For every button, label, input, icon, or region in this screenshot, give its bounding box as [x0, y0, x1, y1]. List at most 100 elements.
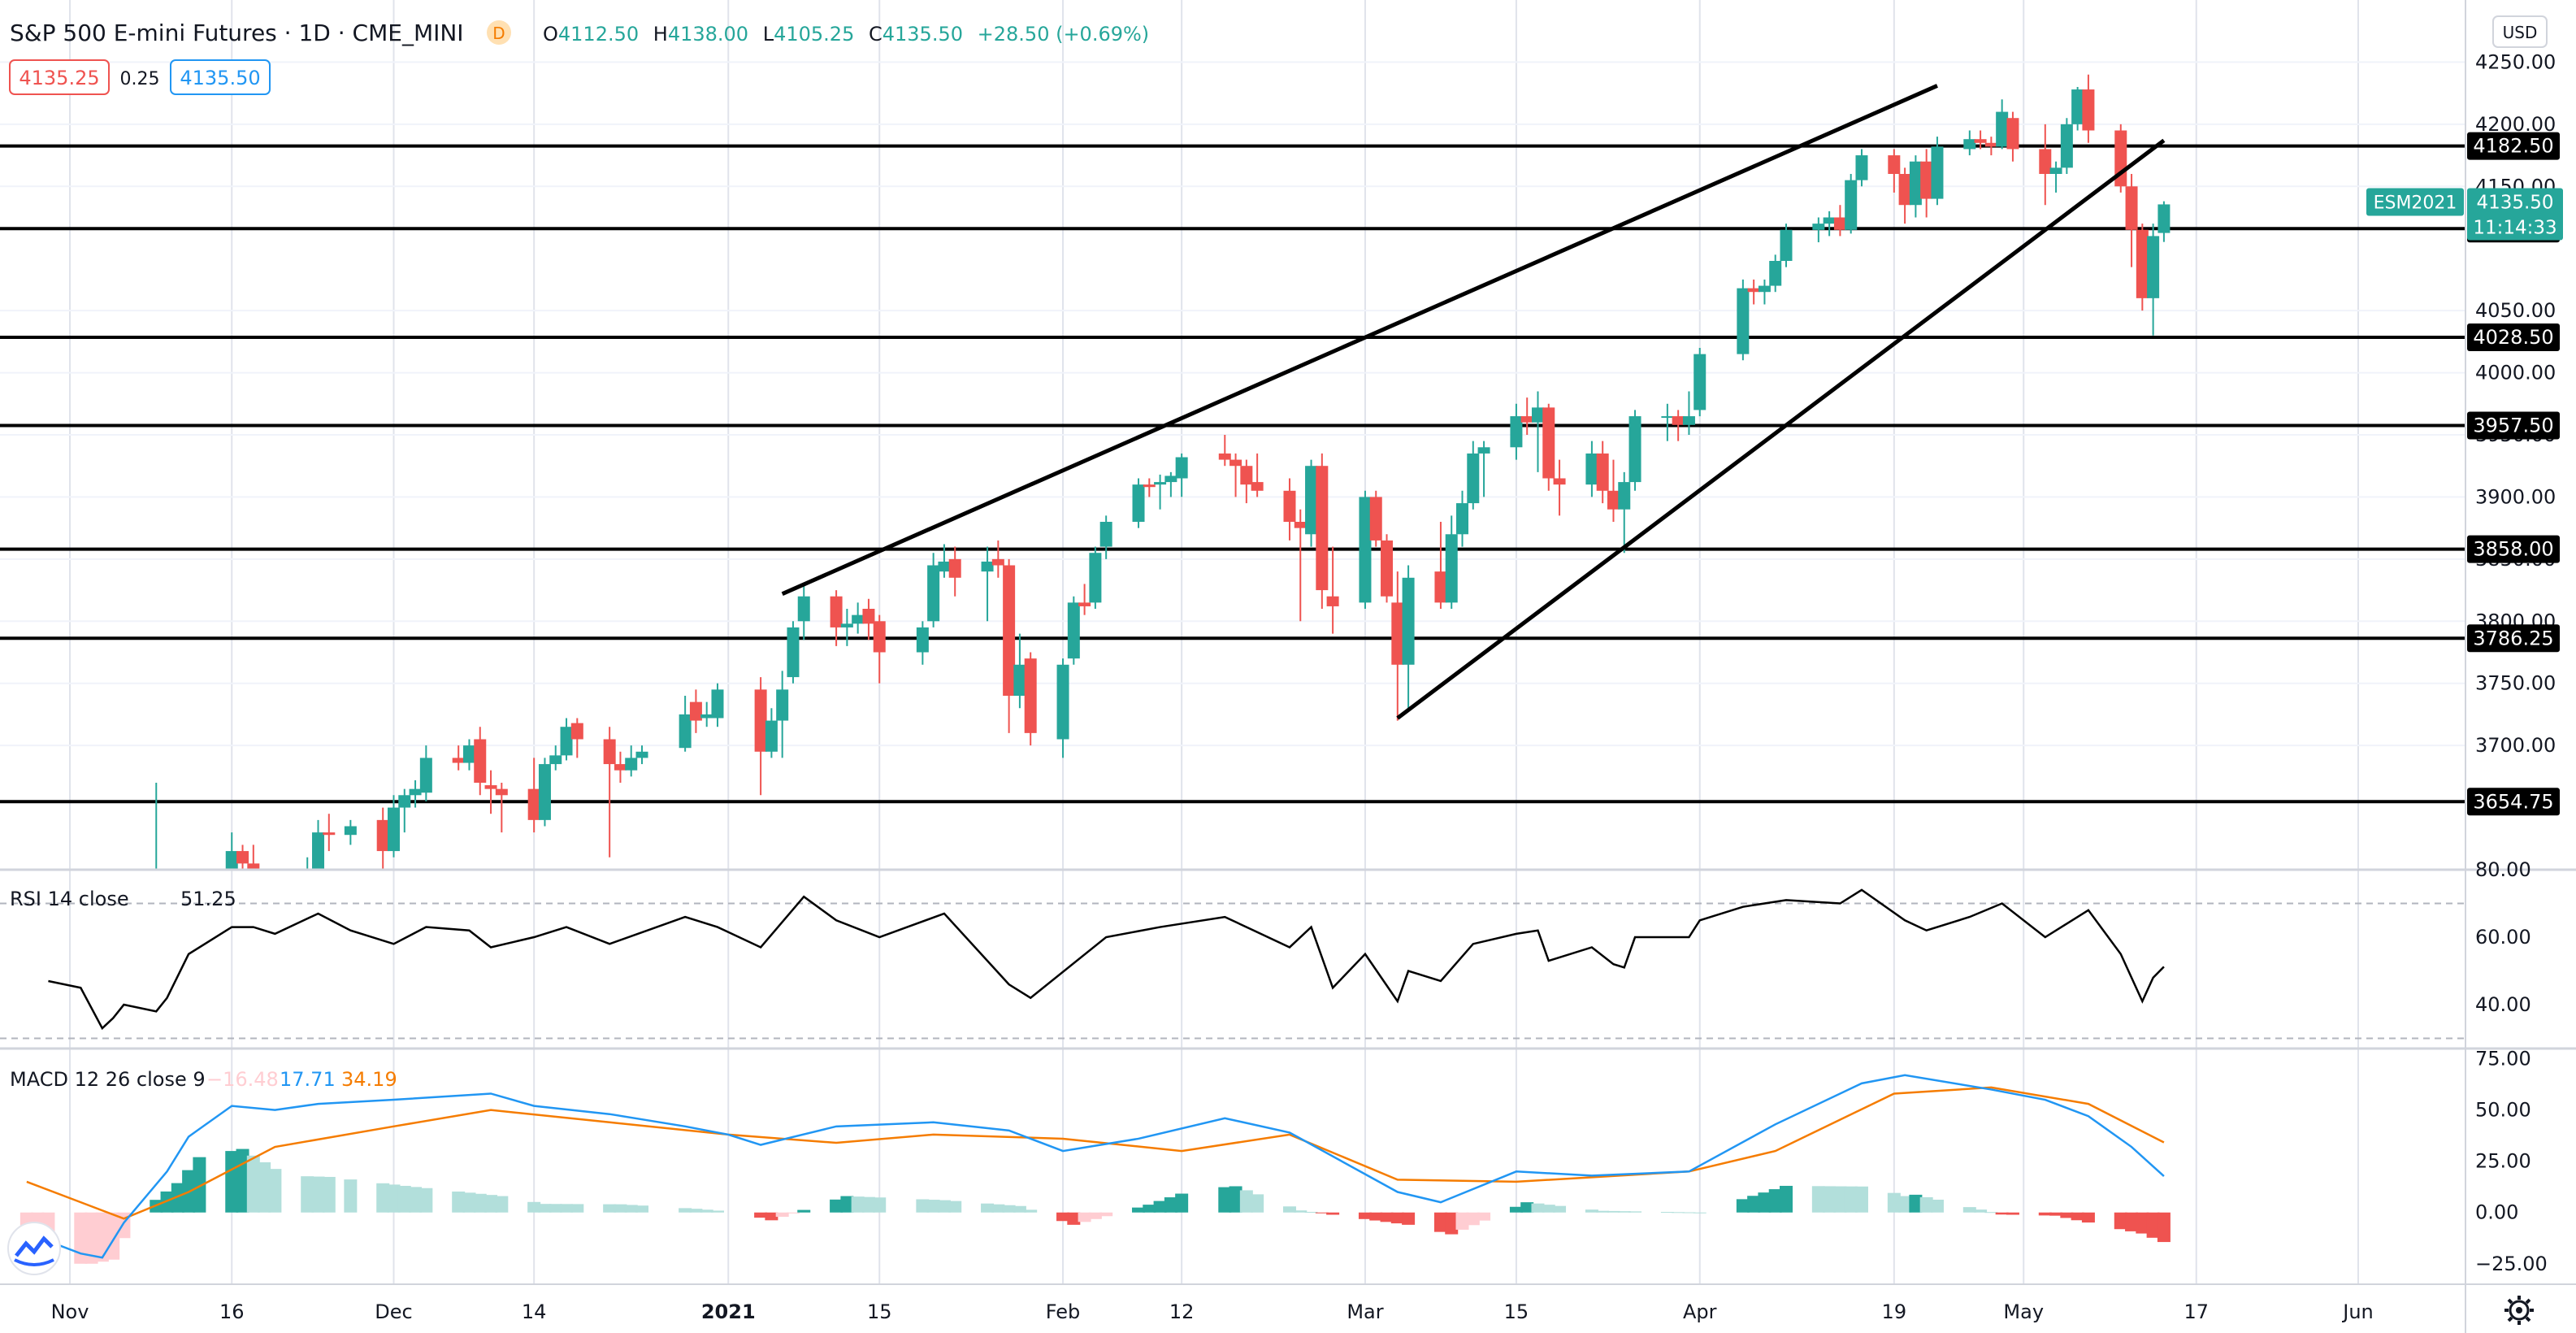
- macd-histogram-bar: [246, 1155, 260, 1213]
- symbol-tag-label: ESM2021: [2374, 193, 2457, 213]
- macd-histogram-bar: [322, 1176, 336, 1213]
- macd-histogram-bar: [2060, 1212, 2074, 1218]
- candle-body: [247, 863, 260, 870]
- macd-histogram-bar: [1218, 1187, 1232, 1213]
- price-tick-label: 3750.00: [2475, 672, 2556, 695]
- candle-body: [1143, 484, 1156, 488]
- macd-histogram-bar: [1682, 1212, 1696, 1214]
- macd-histogram-bar: [1282, 1206, 1296, 1213]
- macd-histogram-bar: [624, 1205, 638, 1213]
- candle-body: [2136, 229, 2149, 298]
- delayed-badge[interactable]: D: [492, 24, 505, 43]
- level-price-tag: [2467, 535, 2560, 563]
- candle-body: [1920, 161, 1933, 199]
- bid-price: 4135.25: [19, 67, 99, 89]
- bid-box[interactable]: [9, 59, 110, 95]
- macd-histogram-bar: [2157, 1212, 2171, 1243]
- rsi-title[interactable]: RSI 14 close: [10, 888, 129, 910]
- candle-body: [1758, 285, 1771, 293]
- low-value: 4105.25: [774, 23, 854, 46]
- macd-histogram-bar: [1747, 1196, 1761, 1213]
- ask-box[interactable]: [170, 59, 271, 95]
- macd-histogram-bar: [710, 1210, 724, 1213]
- macd-histogram-bar: [538, 1204, 552, 1213]
- macd-histogram-bar: [830, 1199, 843, 1213]
- macd-histogram-bar: [689, 1209, 703, 1213]
- candle-body: [1251, 482, 1264, 491]
- x-tick-label: Apr: [1683, 1300, 1717, 1323]
- macd-histogram-bar: [1758, 1192, 1772, 1213]
- macd-histogram-bar: [1585, 1209, 1598, 1213]
- candle-body: [527, 788, 540, 820]
- macd-histogram-bar: [1930, 1199, 1944, 1213]
- macd-signal-value: 34.19: [341, 1068, 397, 1091]
- macd-histogram-bar: [2114, 1212, 2127, 1230]
- close-value: 4135.50: [883, 23, 963, 46]
- macd-histogram-bar: [1736, 1199, 1750, 1213]
- candle-body: [560, 727, 573, 756]
- macd-histogram-bar: [1811, 1186, 1825, 1213]
- price-tick-label: 4250.00: [2475, 50, 2556, 73]
- macd-histogram-bar: [1887, 1192, 1901, 1213]
- candle-body: [1067, 602, 1080, 659]
- candle-body: [1996, 111, 2009, 147]
- candle-body: [840, 623, 853, 627]
- macd-histogram-bar: [560, 1204, 574, 1213]
- candle-body: [409, 788, 422, 796]
- candle-body: [462, 745, 475, 763]
- macd-histogram-bar: [2038, 1212, 2052, 1216]
- macd-histogram-bar: [635, 1205, 648, 1213]
- macd-histogram-bar: [1358, 1212, 1372, 1219]
- macd-histogram-bar: [484, 1195, 498, 1213]
- macd-histogram-bar: [193, 1157, 206, 1213]
- rsi-line: [48, 888, 2165, 1031]
- symbol-title[interactable]: S&P 500 E-mini Futures · 1D · CME_MINI: [10, 20, 464, 46]
- macd-histogram-bar: [1445, 1212, 1459, 1235]
- macd-histogram-bar: [2136, 1212, 2149, 1234]
- tradingview-logo-icon[interactable]: [7, 1222, 61, 1275]
- gear-icon[interactable]: [2504, 1296, 2534, 1325]
- x-tick-label: Feb: [1046, 1300, 1081, 1323]
- candle-body: [2158, 204, 2171, 233]
- trendlines: [781, 84, 2166, 720]
- candle-body: [787, 627, 800, 678]
- x-tick-label: 14: [522, 1300, 547, 1323]
- macd-histogram-bar: [1607, 1210, 1620, 1213]
- macd-histogram-bar: [1251, 1194, 1264, 1213]
- candle-body: [474, 739, 487, 783]
- candle-body: [1769, 261, 1782, 286]
- macd-histogram-bar: [1229, 1186, 1242, 1213]
- candle-body: [107, 982, 119, 1069]
- macd-histogram-bar: [1078, 1212, 1091, 1222]
- candle-body: [1931, 146, 1944, 199]
- candle-body: [1855, 155, 1868, 180]
- currency-button[interactable]: USD: [2492, 15, 2548, 48]
- price-tick-label: 4050.00: [2475, 299, 2556, 322]
- candle-body: [679, 714, 692, 749]
- candle-body: [765, 720, 778, 752]
- candle-body: [387, 807, 400, 852]
- macd-histogram-bar: [840, 1196, 854, 1213]
- macd-histogram-bar: [1326, 1212, 1340, 1215]
- x-tick-label: Nov: [51, 1300, 89, 1323]
- level-price-tag: [2467, 132, 2560, 160]
- candle-body: [1585, 453, 1598, 485]
- macd-histogram-bar: [549, 1204, 562, 1213]
- ohlc-readout: O4112.50 H4138.00 L4105.25 C4135.50 +28.…: [543, 23, 1149, 46]
- candle-body: [830, 596, 843, 627]
- macd-histogram-bar: [851, 1196, 865, 1213]
- close-label: C: [869, 23, 883, 46]
- candle-body: [1283, 490, 1296, 522]
- candles: [107, 74, 2171, 1069]
- macd-title[interactable]: MACD 12 26 close 9: [10, 1068, 206, 1091]
- candle-body: [1456, 503, 1469, 535]
- macd-histogram-bar: [1995, 1212, 2009, 1215]
- candle-body: [1003, 565, 1016, 696]
- candle-body: [1467, 453, 1480, 504]
- x-tick-label: May: [2003, 1300, 2044, 1323]
- macd-tick-label: 0.00: [2475, 1201, 2518, 1224]
- candle-body: [452, 758, 465, 763]
- candle-body: [1013, 664, 1026, 696]
- candle-body: [1909, 161, 1922, 206]
